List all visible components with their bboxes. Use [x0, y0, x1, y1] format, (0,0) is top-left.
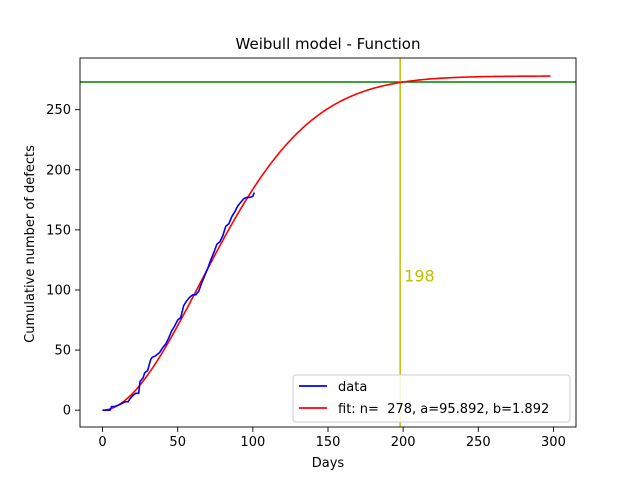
- x-tick-label: 300: [541, 435, 566, 450]
- y-tick-label: 0: [63, 404, 71, 419]
- x-tick-label: 200: [391, 435, 416, 450]
- y-axis: 0 50 100 150 200 250: [46, 103, 80, 419]
- x-tick-label: 150: [316, 435, 341, 450]
- x-axis: 0 50 100 150 200 250 300: [98, 427, 566, 450]
- x-axis-label: Days: [312, 456, 345, 471]
- y-axis-label: Cumulative number of defects: [23, 145, 38, 343]
- data-series-line: [102, 192, 256, 411]
- x-tick-label: 250: [466, 435, 491, 450]
- vertical-line-annotation: 198: [404, 267, 435, 286]
- legend-entry-label: fit: n= 278, a=95.892, b=1.892: [338, 402, 549, 417]
- y-tick-label: 100: [46, 283, 71, 298]
- y-tick-label: 50: [54, 344, 71, 359]
- x-tick-label: 100: [240, 435, 265, 450]
- series-layer: [80, 58, 576, 427]
- legend-entry-label: data: [338, 380, 367, 395]
- fit-series-line: [102, 75, 551, 411]
- x-tick-label: 0: [98, 435, 106, 450]
- chart-title: Weibull model - Function: [236, 35, 421, 53]
- y-tick-label: 150: [46, 223, 71, 238]
- y-tick-label: 200: [46, 163, 71, 178]
- legend: data fit: n= 278, a=95.892, b=1.892: [292, 374, 571, 423]
- x-tick-label: 50: [169, 435, 186, 450]
- plot-area: 198: [79, 57, 577, 428]
- y-tick-label: 250: [46, 103, 71, 118]
- legend-box: [292, 374, 571, 423]
